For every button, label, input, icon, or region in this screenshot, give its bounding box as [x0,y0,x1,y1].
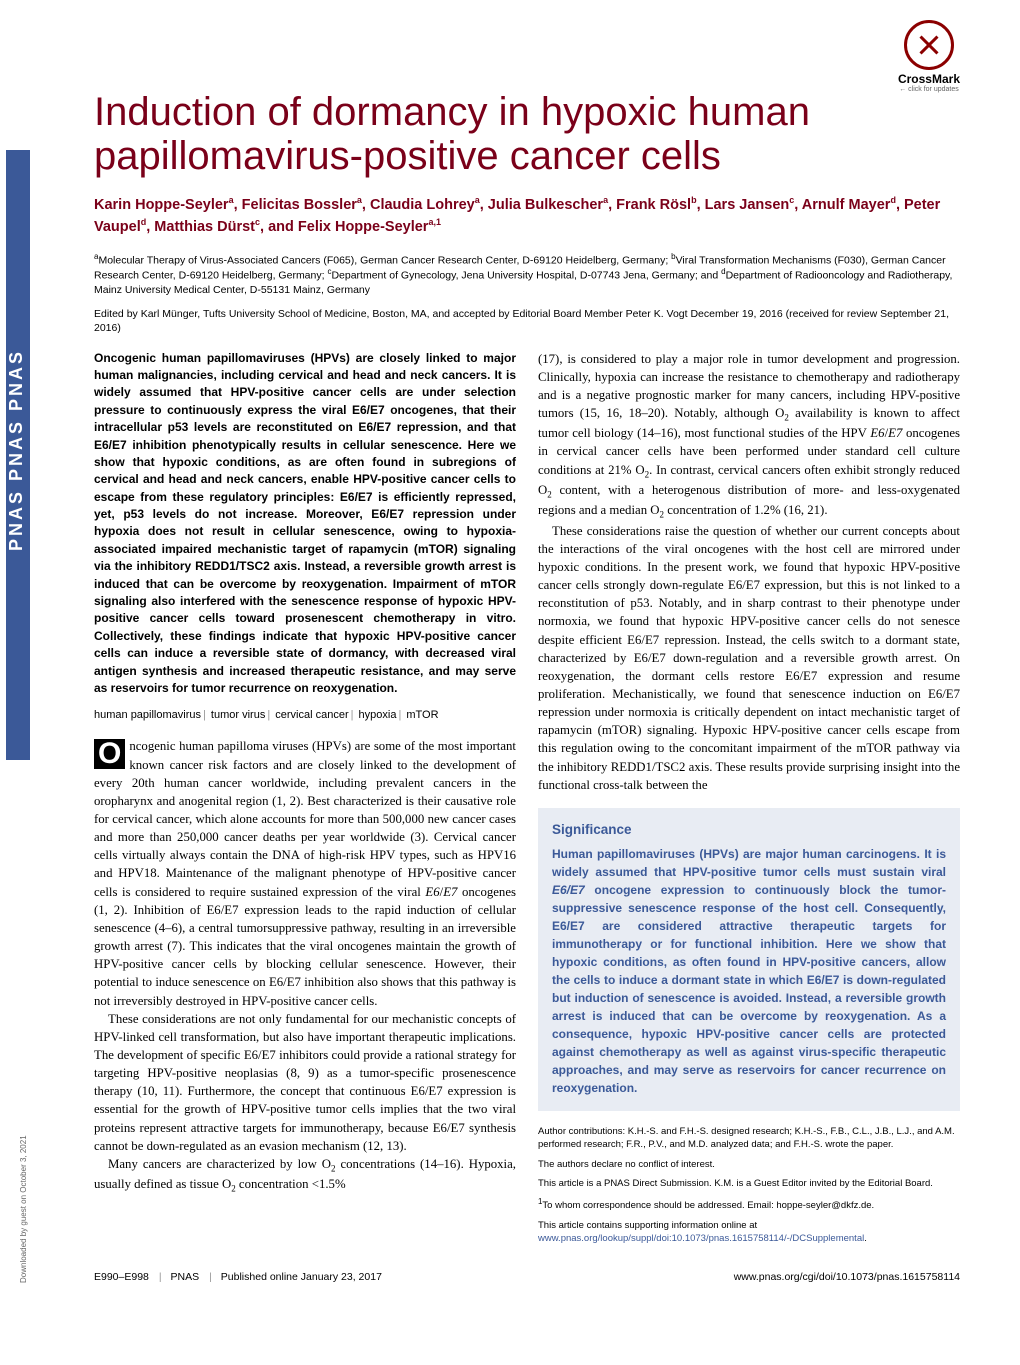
significance-box: Significance Human papillomaviruses (HPV… [538,808,960,1111]
crossmark-icon [904,20,954,70]
significance-text: Human papillomaviruses (HPVs) are major … [552,845,946,1097]
keyword: tumor virus [211,709,265,721]
download-notice: Downloaded by guest on October 3, 2021 [19,1136,28,1284]
author-contributions: Author contributions: K.H.-S. and F.H.-S… [538,1125,960,1152]
keyword: cervical cancer [275,709,348,721]
correspondence: 1To whom correspondence should be addres… [538,1196,960,1212]
pnas-sidebar-logo: PNAS PNAS PNAS [6,150,30,760]
keyword: mTOR [406,709,438,721]
page-range: E990–E998 [94,1271,149,1283]
keywords: human papillomavirus| tumor virus| cervi… [94,709,516,721]
conflict-statement: The authors declare no conflict of inter… [538,1158,960,1171]
keyword: human papillomavirus [94,709,201,721]
crossmark-badge[interactable]: CrossMark ← click for updates [898,20,960,93]
crossmark-sublabel: ← click for updates [898,86,960,93]
pub-date: Published online January 23, 2017 [221,1271,382,1283]
two-column-body: Oncogenic human papillomaviruses (HPVs) … [94,350,960,1252]
direct-submission: This article is a PNAS Direct Submission… [538,1177,960,1190]
doi-link[interactable]: www.pnas.org/cgi/doi/10.1073/pnas.161575… [734,1271,960,1283]
page-footer: E990–E998| PNAS| Published online Januar… [94,1271,960,1283]
supporting-info: This article contains supporting informa… [538,1219,960,1246]
significance-heading: Significance [552,822,946,837]
abstract: Oncogenic human papillomaviruses (HPVs) … [94,350,516,698]
affiliations: aMolecular Therapy of Virus-Associated C… [94,252,960,298]
article-title: Induction of dormancy in hypoxic human p… [94,90,960,178]
body-text-left: Oncogenic human papilloma viruses (HPVs)… [94,737,516,1195]
right-column: (17), is considered to play a major role… [538,350,960,1252]
edited-by: Edited by Karl Münger, Tufts University … [94,307,960,335]
keyword: hypoxia [359,709,397,721]
left-column: Oncogenic human papillomaviruses (HPVs) … [94,350,516,1252]
footnotes: Author contributions: K.H.-S. and F.H.-S… [538,1125,960,1245]
body-text-right: (17), is considered to play a major role… [538,350,960,794]
author-list: Karin Hoppe-Seylera, Felicitas Bosslera,… [94,194,960,238]
crossmark-label: CrossMark [898,72,960,86]
journal-name: PNAS [171,1271,200,1283]
